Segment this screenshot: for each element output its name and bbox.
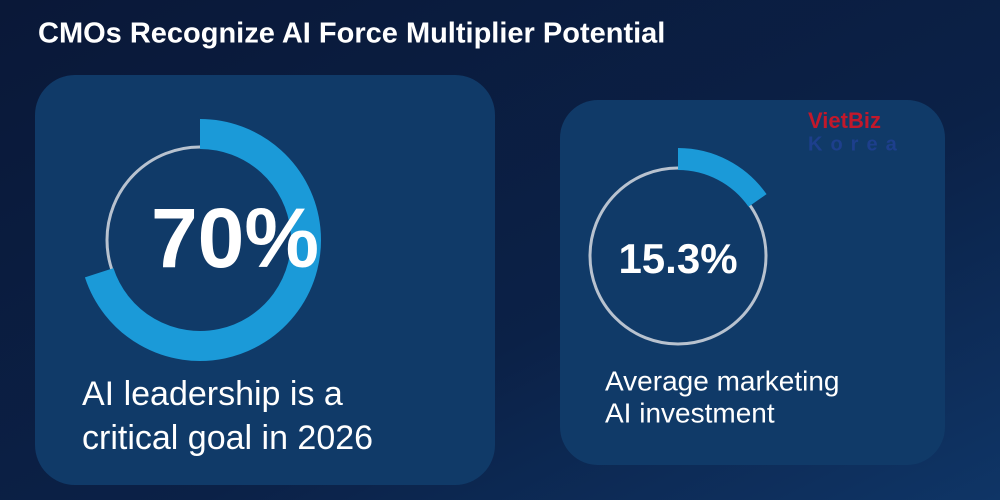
gauge-arc (677, 148, 767, 208)
caption: AI leadership is a (82, 375, 343, 413)
watermark: Korea (808, 133, 905, 155)
card (35, 75, 495, 485)
caption: AI investment (605, 397, 775, 428)
card (560, 100, 945, 465)
caption: critical goal in 2026 (82, 419, 373, 457)
caption: Average marketing (605, 365, 840, 396)
watermark: VietBiz (808, 108, 881, 133)
gauge-arc (84, 119, 321, 361)
value-label: 15.3% (618, 235, 737, 282)
value-label: 70% (151, 191, 319, 285)
title: CMOs Recognize AI Force Multiplier Poten… (38, 18, 665, 50)
